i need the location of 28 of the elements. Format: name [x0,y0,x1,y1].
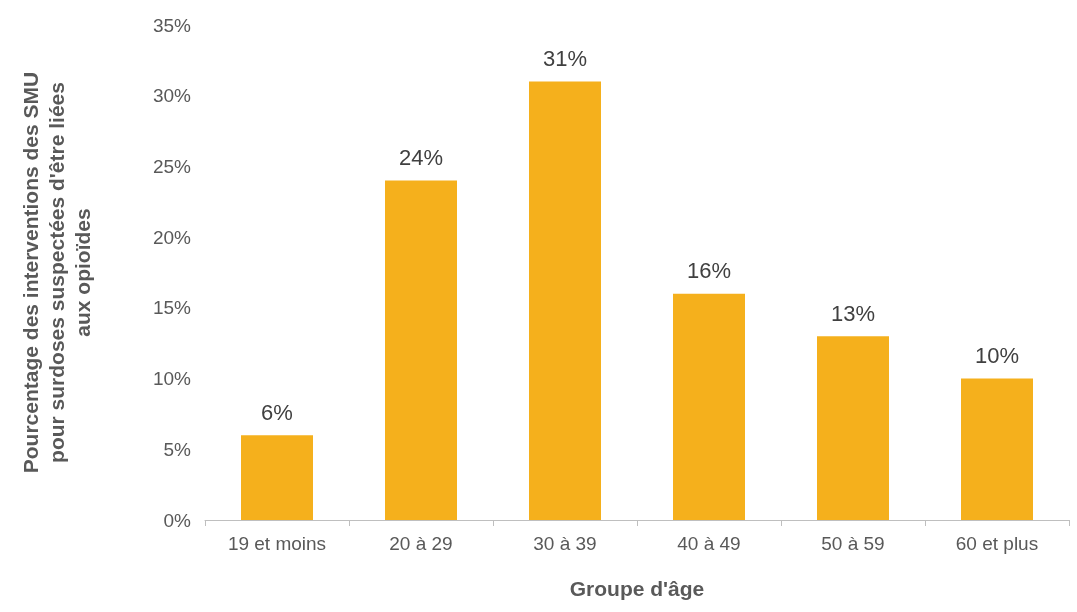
y-axis-title: Pourcentage des interventions des SMU pour surdoses suspectées d'être liées aux opioïdes [18,71,94,474]
y-tick-label: 30% [152,85,192,107]
x-tick-label: 19 et moins [227,533,327,554]
data-label: 16% [686,258,732,284]
bar [673,293,745,520]
data-label: 10% [974,343,1020,369]
y-tick-label: 35% [152,14,192,36]
x-tick-label: 60 et plus [955,533,1039,554]
x-tick-label: 30 à 39 [533,533,597,554]
bar [529,81,601,520]
data-label: 13% [830,300,876,326]
y-tick-label: 10% [152,368,192,390]
data-label: 24% [398,145,444,171]
y-tick-label: 25% [152,155,192,177]
data-label: 31% [542,46,588,72]
y-tick-label: 5% [163,438,192,460]
x-tick-label: 20 à 29 [389,533,453,554]
y-tick-label: 20% [152,226,192,248]
data-label: 6% [261,399,293,425]
bar [817,336,889,520]
x-tick-label: 50 à 59 [821,533,885,554]
y-tick-label: 15% [152,297,192,319]
x-tick-label: 40 à 49 [677,533,741,554]
bar [385,180,457,520]
x-axis-title: Groupe d'âge [569,577,705,600]
bar [241,435,313,520]
bar [961,378,1033,520]
y-tick-label: 0% [163,509,192,531]
